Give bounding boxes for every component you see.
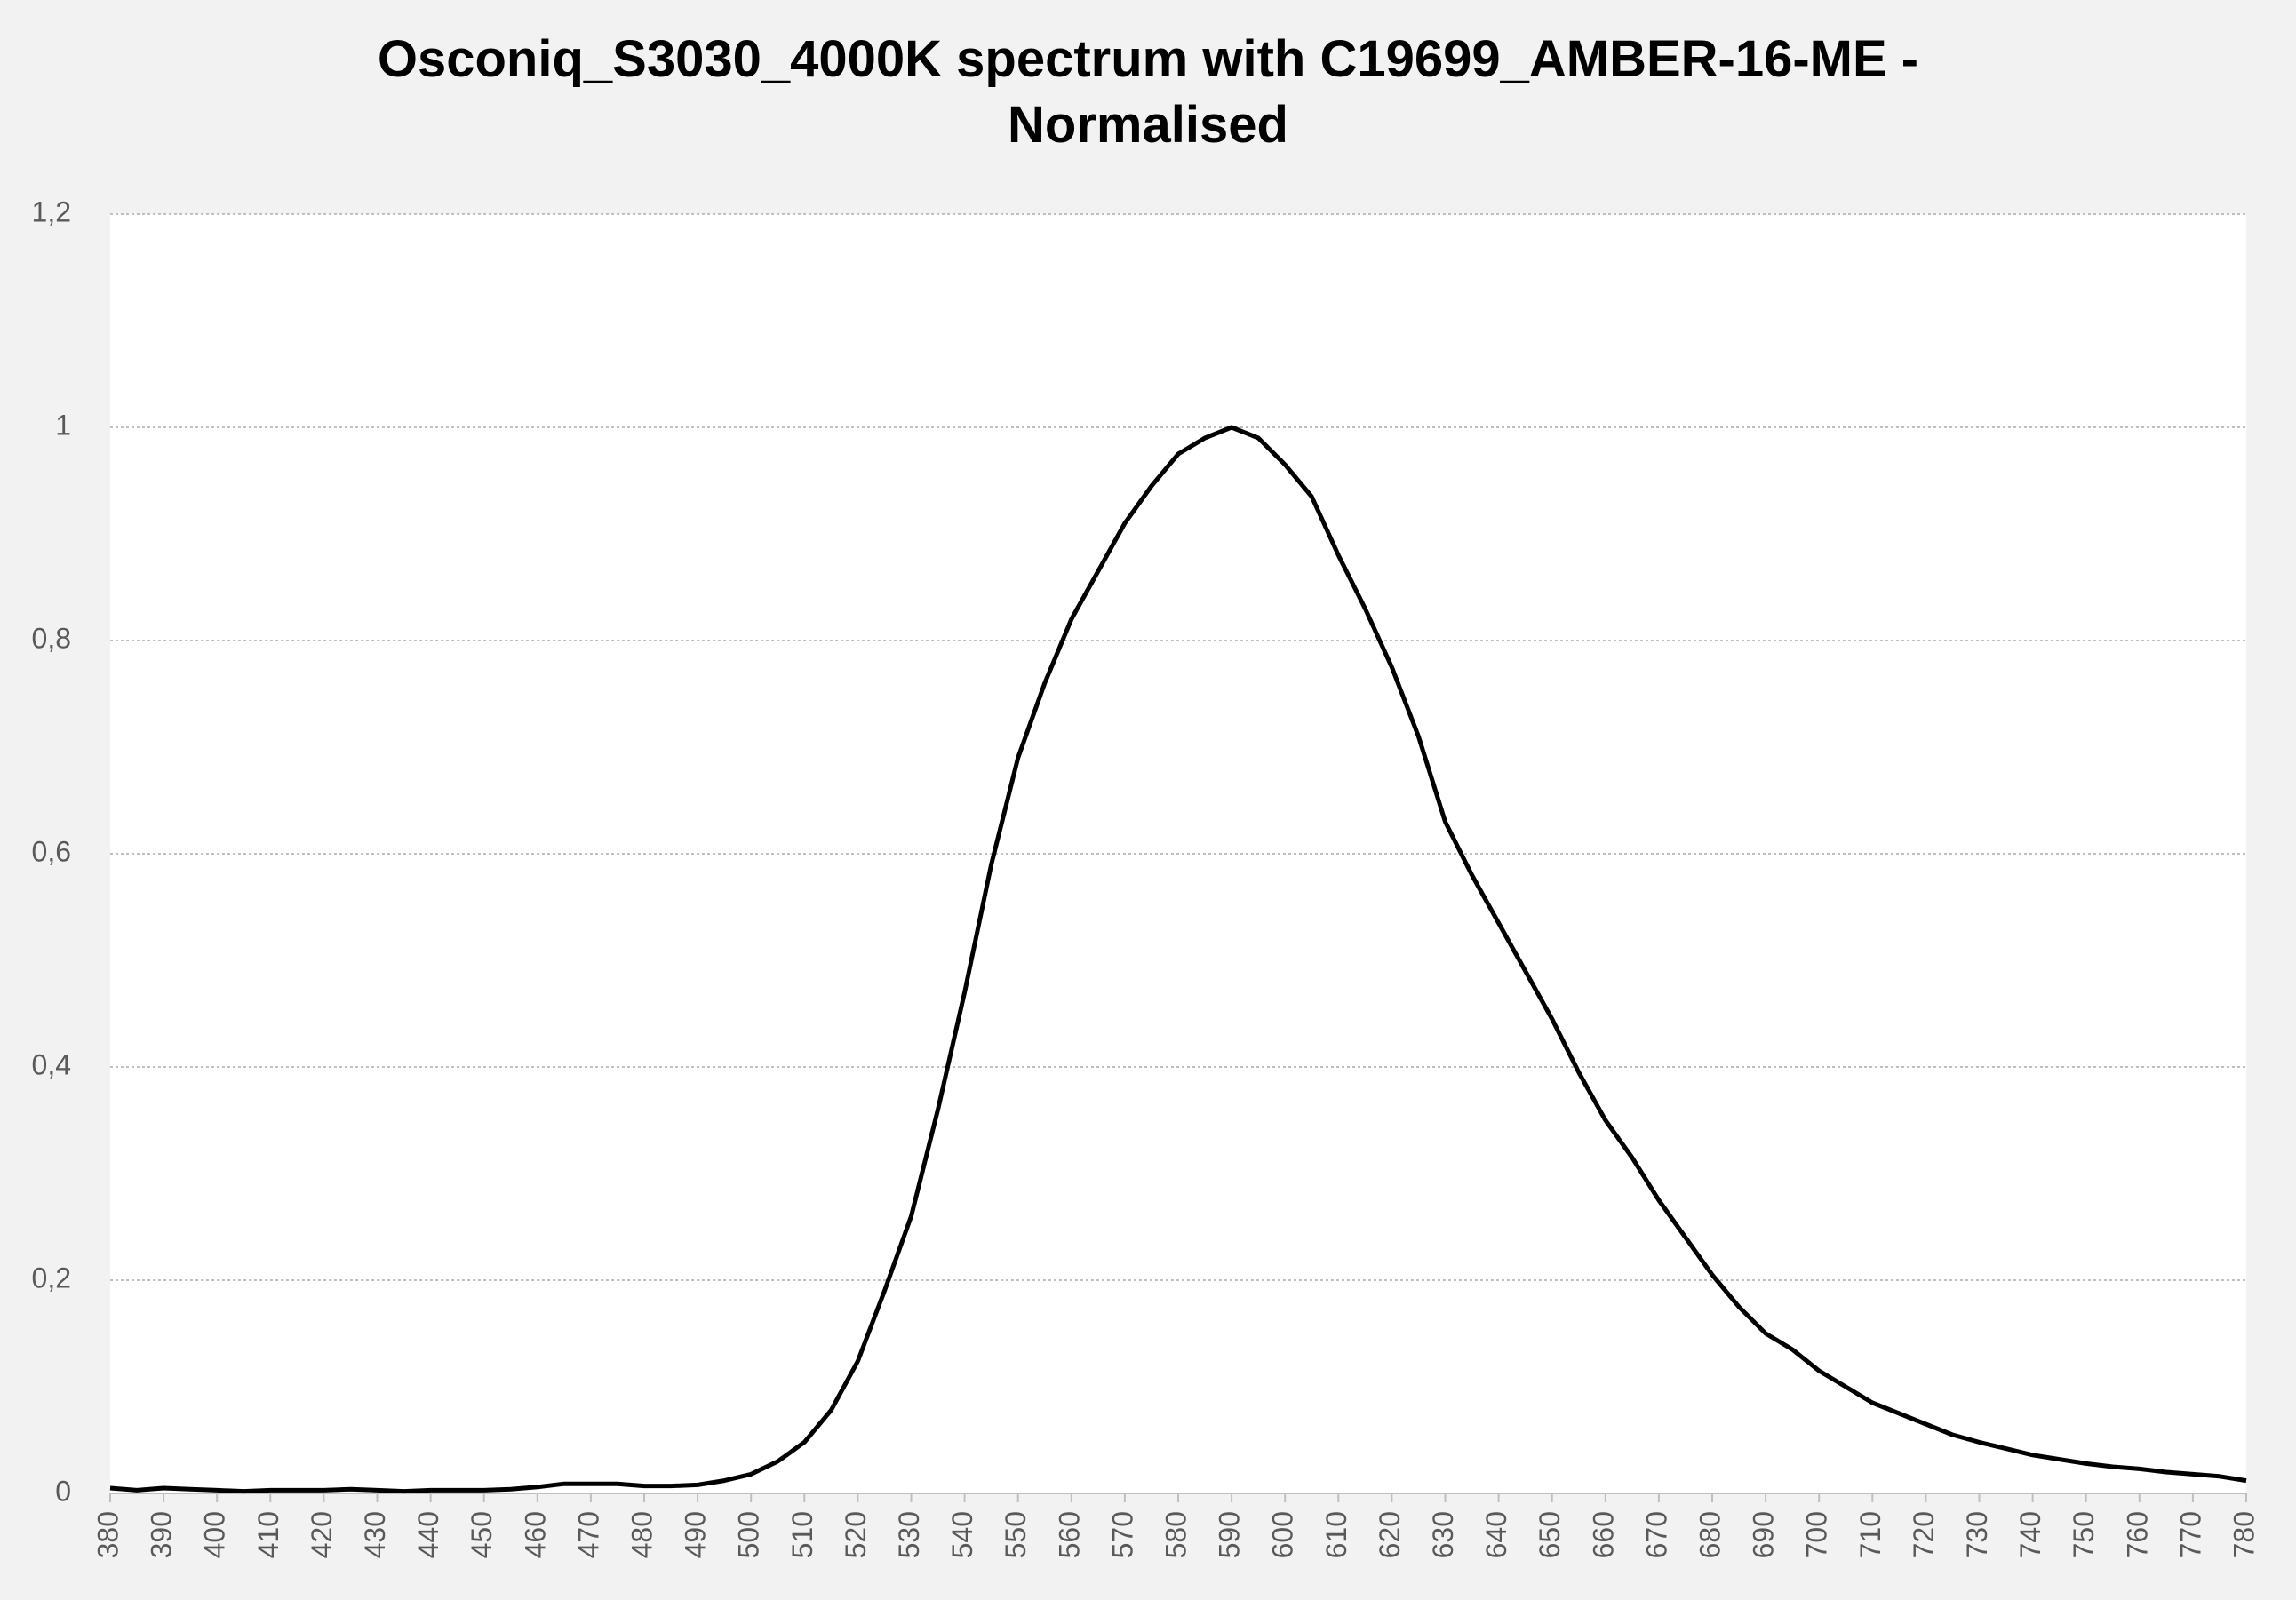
- x-tick-label: 650: [1534, 1511, 1566, 1558]
- x-tick-label: 480: [626, 1511, 658, 1558]
- x-tick-label: 450: [466, 1511, 498, 1558]
- x-tick-label: 680: [1694, 1511, 1726, 1558]
- x-tick-label: 470: [572, 1511, 604, 1558]
- x-tick-label: 380: [92, 1511, 124, 1558]
- x-tick-label: 780: [2228, 1511, 2260, 1558]
- x-tick-label: 520: [840, 1511, 872, 1558]
- x-tick-label: 660: [1587, 1511, 1619, 1558]
- x-tick-label: 490: [680, 1511, 712, 1558]
- x-tick-label: 390: [146, 1511, 178, 1558]
- x-tick-label: 750: [2068, 1511, 2100, 1558]
- x-tick-label: 460: [519, 1511, 551, 1558]
- x-tick-label: 530: [893, 1511, 925, 1558]
- x-tick-label: 560: [1053, 1511, 1085, 1558]
- x-tick-label: 770: [2174, 1511, 2206, 1558]
- x-tick-label: 410: [252, 1511, 284, 1558]
- x-tick-label: 430: [359, 1511, 391, 1558]
- chart-title: Osconiq_S3030_4000K spectrum with C19699…: [377, 30, 1919, 154]
- y-tick-label: 0,8: [32, 622, 71, 654]
- x-tick-label: 620: [1374, 1511, 1406, 1558]
- y-tick-label: 0: [55, 1475, 71, 1507]
- x-tick-label: 690: [1748, 1511, 1780, 1558]
- x-tick-label: 630: [1427, 1511, 1459, 1558]
- x-tick-label: 540: [946, 1511, 978, 1558]
- x-tick-label: 640: [1480, 1511, 1512, 1558]
- y-tick-label: 0,6: [32, 835, 71, 867]
- x-tick-label: 550: [1000, 1511, 1032, 1558]
- y-tick-label: 0,2: [32, 1262, 71, 1294]
- x-tick-label: 400: [199, 1511, 231, 1558]
- x-tick-label: 610: [1320, 1511, 1352, 1558]
- x-tick-label: 600: [1267, 1511, 1299, 1558]
- y-tick-label: 1,2: [32, 195, 71, 227]
- x-tick-label: 700: [1801, 1511, 1833, 1558]
- x-tick-label: 740: [2014, 1511, 2046, 1558]
- x-tick-label: 440: [412, 1511, 444, 1558]
- x-tick-label: 720: [1908, 1511, 1940, 1558]
- x-tick-label: 760: [2121, 1511, 2153, 1558]
- x-tick-label: 510: [786, 1511, 818, 1558]
- x-tick-label: 580: [1160, 1511, 1192, 1558]
- y-tick-label: 1: [55, 409, 71, 441]
- y-tick-label: 0,4: [32, 1048, 71, 1080]
- x-tick-label: 670: [1640, 1511, 1672, 1558]
- x-tick-label: 730: [1961, 1511, 1993, 1558]
- x-tick-label: 590: [1214, 1511, 1246, 1558]
- x-tick-label: 570: [1106, 1511, 1138, 1558]
- data-line: [109, 425, 2247, 1494]
- x-tick-label: 710: [1854, 1511, 1886, 1558]
- x-tick-label: 420: [306, 1511, 338, 1558]
- x-tick-label: 500: [733, 1511, 765, 1558]
